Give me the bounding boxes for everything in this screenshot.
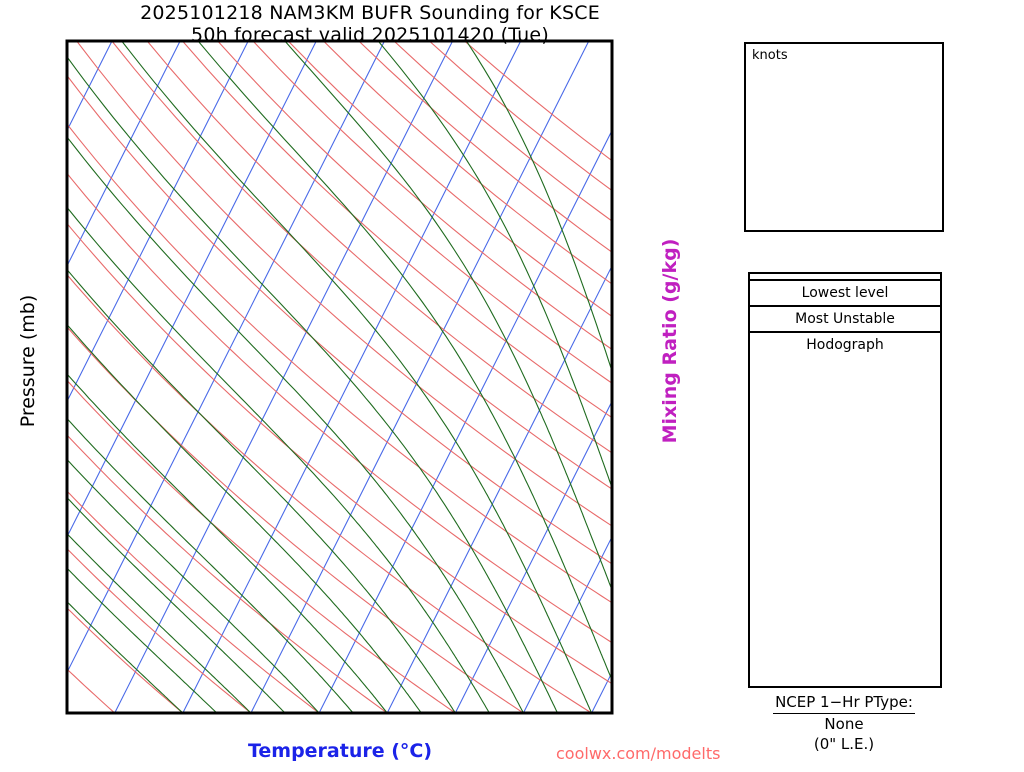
sounding-stats-panel: Lowest level Most Unstable Hodograph [748, 272, 942, 688]
stats-section-hodograph: Hodograph [750, 333, 940, 357]
plot-frame [65, 39, 614, 715]
pressure-axis-label: Pressure (mb) [17, 294, 39, 428]
section-title: Most Unstable [795, 311, 895, 327]
section-title: Hodograph [806, 337, 884, 353]
title-line-1: 2025101218 NAM3KM BUFR Sounding for KSCE [140, 2, 600, 24]
ptype-amount: (0" L.E.) [813, 735, 875, 753]
moist-adiabat-lines [67, 41, 612, 713]
watermark: coolwx.com/modelts [556, 744, 721, 763]
stats-section-lowest-level: Lowest level [750, 281, 940, 307]
stats-section-indices [750, 274, 940, 281]
hodograph-panel [744, 42, 944, 232]
hodograph-svg [746, 44, 938, 226]
stats-section-most-unstable: Most Unstable [750, 307, 940, 333]
mixing-ratio-axis-label: Mixing Ratio (g/kg) [659, 238, 681, 444]
section-title: Lowest level [801, 285, 889, 301]
skewt-svg [65, 39, 614, 715]
isotherm-lines [67, 41, 612, 713]
ptype-value: None [824, 715, 864, 733]
dry-adiabat-lines [67, 41, 612, 713]
skewt-diagram: Pressure (mb) Temperature (°C) Mixing Ra… [17, 39, 681, 762]
ptype-header: NCEP 1−Hr PType: [773, 692, 915, 714]
hodograph-units-label: knots [752, 48, 788, 63]
temperature-axis-label: Temperature (°C) [247, 740, 433, 762]
ncep-ptype-block: NCEP 1−Hr PType: None (0" L.E.) [744, 692, 944, 754]
